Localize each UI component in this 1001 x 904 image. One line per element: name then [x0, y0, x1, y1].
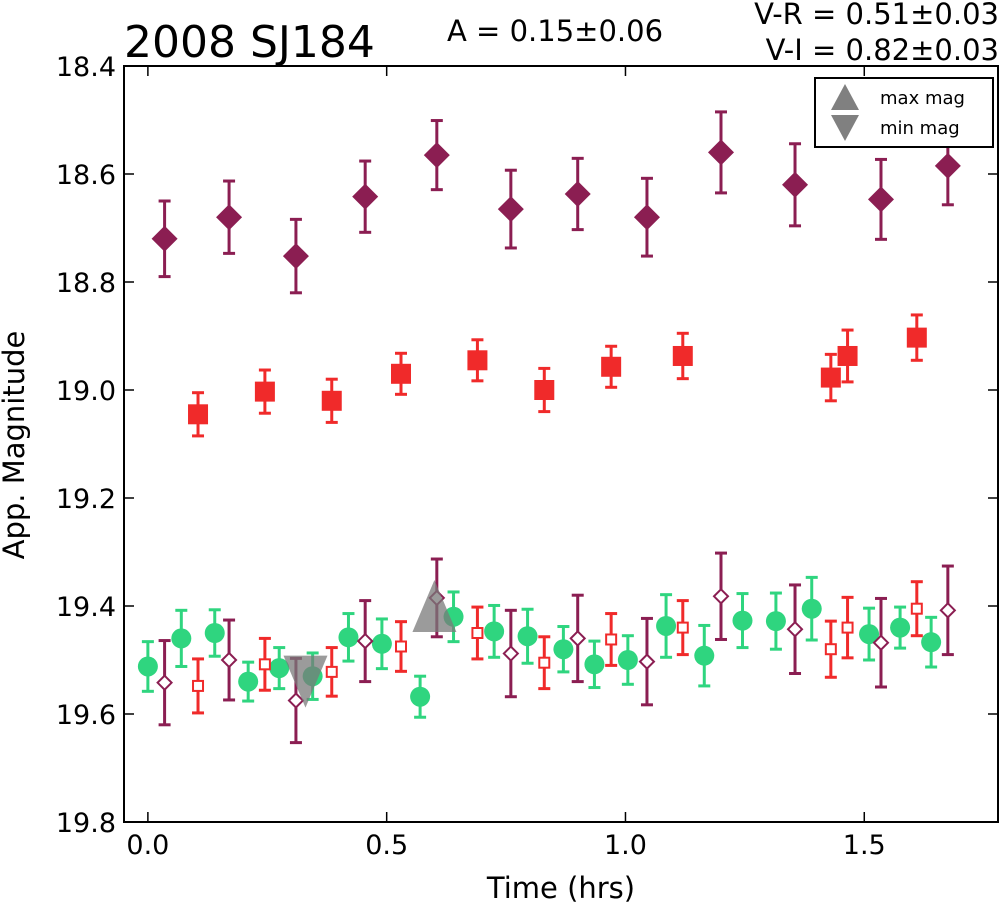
data-point [395, 640, 408, 653]
data-point [820, 367, 841, 388]
data-point [841, 621, 854, 634]
data-point [497, 196, 524, 223]
y-tick-label: 19.0 [56, 376, 116, 407]
data-point [287, 692, 305, 709]
data-point [467, 350, 488, 371]
data-point [633, 204, 660, 231]
legend: max mag min mag [814, 77, 994, 148]
data-point [254, 381, 275, 402]
data-point [216, 204, 243, 231]
data-point [765, 611, 786, 632]
data-point [204, 623, 225, 643]
data-point [192, 679, 205, 692]
data-point [837, 345, 858, 366]
series-circle-filled [137, 575, 942, 719]
data-point [391, 363, 412, 384]
data-point [371, 633, 392, 654]
series-square-open [192, 580, 923, 715]
data-point [712, 587, 730, 605]
data-point [601, 356, 622, 377]
data-point [258, 658, 271, 671]
data-point [423, 142, 450, 169]
data-point [921, 632, 942, 653]
data-point [471, 627, 484, 639]
legend-max-mag-label: max mag [880, 88, 965, 109]
chart-title: 2008 SJ184 [124, 17, 375, 68]
x-tick-label: 0.0 [126, 830, 169, 861]
data-point [801, 598, 822, 619]
data-point [732, 610, 753, 631]
data-point [672, 345, 693, 366]
data-point [321, 390, 342, 411]
y-tick-label: 18.4 [56, 52, 116, 83]
data-point [676, 621, 689, 634]
data-point [707, 139, 734, 166]
data-point [156, 674, 174, 692]
data-point [638, 653, 656, 671]
data-point [325, 665, 338, 678]
y-tick-label: 19.2 [56, 484, 116, 515]
data-point [538, 656, 551, 669]
legend-max-mag-marker [831, 84, 859, 110]
series-diamond-filled [151, 110, 961, 295]
y-axis-label: App. Magnitude [0, 331, 31, 560]
data-point [269, 658, 290, 679]
data-point [220, 651, 238, 669]
data-point [238, 671, 259, 692]
x-tick-label: 1.5 [843, 830, 886, 861]
data-point [282, 243, 309, 270]
max-mag-marker [412, 580, 457, 632]
data-point [605, 633, 618, 646]
data-point [338, 627, 359, 648]
y-tick-label: 18.6 [56, 160, 116, 191]
y-tick-label: 19.8 [56, 808, 116, 839]
y-tick-label: 19.4 [56, 592, 116, 623]
data-point [890, 617, 911, 638]
data-point [410, 686, 431, 707]
data-point [617, 650, 638, 670]
data-point [786, 620, 804, 638]
data-point [934, 152, 961, 179]
data-point [782, 171, 809, 198]
data-point [356, 632, 374, 650]
data-point [188, 404, 209, 425]
data-point [939, 601, 957, 619]
data-point [656, 615, 677, 636]
y-tick-label: 19.6 [56, 700, 116, 731]
plot-marks [137, 110, 961, 745]
data-point [484, 621, 505, 642]
data-point [569, 629, 587, 647]
data-point [553, 639, 574, 660]
amplitude-annotation: A = 0.15±0.06 [447, 14, 663, 48]
data-point [867, 186, 894, 213]
series-square-filled [188, 313, 927, 438]
data-point [906, 327, 927, 348]
x-tick-label: 1.0 [604, 830, 647, 861]
data-point [564, 180, 591, 207]
data-point [151, 225, 178, 252]
legend-min-mag-label: min mag [880, 118, 960, 139]
y-tick-label: 18.8 [56, 268, 116, 299]
min-mag-marker [283, 655, 328, 708]
data-point [584, 654, 605, 675]
data-point [137, 656, 158, 677]
x-tick-label: 0.5 [365, 830, 408, 861]
data-point [910, 602, 923, 615]
data-point [171, 628, 192, 649]
data-point [502, 645, 520, 662]
legend-min-mag-marker [831, 115, 859, 141]
v-i-color-annotation: V-I = 0.82±0.03 [766, 33, 999, 67]
data-point [859, 624, 880, 645]
x-axis-label: Time (hrs) [486, 871, 635, 904]
data-point [872, 634, 890, 652]
axes: 0.0 0.5 1.0 1.5 18.4 18.6 18.8 19.0 19.2 19.4 19.6… [56, 52, 999, 861]
data-point [534, 380, 555, 400]
data-point [824, 643, 837, 656]
v-r-color-annotation: V-R = 0.51±0.03 [754, 0, 999, 31]
data-point [694, 645, 715, 666]
data-point [352, 183, 379, 210]
plot-frame [123, 65, 999, 823]
data-point [517, 626, 538, 647]
